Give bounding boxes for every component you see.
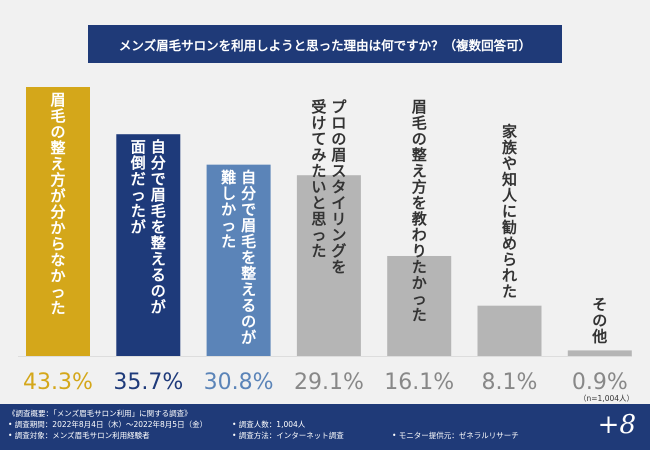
value-label-1: 43.3% <box>23 370 93 395</box>
value-label-3: 30.8% <box>204 370 274 395</box>
bar-3 <box>206 164 271 356</box>
bar-6 <box>477 305 542 356</box>
bar-label-5: 眉毛の整え方を教わりたかった <box>411 98 428 324</box>
sample-size-note: （n=1,004人） <box>579 394 635 403</box>
bar-2 <box>116 134 181 356</box>
bar-label-3-line-1: 自分で眉毛を整えるのが <box>241 169 257 347</box>
chart-title: メンズ眉毛サロンを利用しようと思った理由は何ですか？（複数回答可） <box>88 25 562 63</box>
bar-label-3-line-2: 難しかった <box>221 169 236 251</box>
bar-5 <box>387 255 452 356</box>
footer-method: • 調査方法：インターネット調査 <box>232 431 344 440</box>
value-label-5: 16.1% <box>384 370 454 395</box>
footer-summary: 《調査概要：「メンズ眉毛サロン利用」に関する調査》 <box>8 409 192 418</box>
footer-provider: • モニター提供元：ゼネラルリサーチ <box>392 431 519 440</box>
bar-1 <box>26 87 90 356</box>
bar-4 <box>296 175 361 356</box>
survey-footer: 《調査概要：「メンズ眉毛サロン利用」に関する調査》 • 調査期間：2022年8月… <box>0 404 650 450</box>
footer-period: • 調査期間：2022年8月4日（木）〜2022年8月5日（金） <box>8 420 208 429</box>
bar-label-6: 家族や知人に勧められた <box>502 123 518 301</box>
brand-logo: +8 <box>597 410 636 440</box>
bar-label-4-line-2: 受けてみたいと思った <box>311 98 326 260</box>
footer-count: • 調査人数：1,004人 <box>232 420 306 429</box>
footer-target: • 調査対象：メンズ眉毛サロン利用経験者 <box>8 431 150 440</box>
bar-label-1: 眉毛の整え方が分からなかった <box>50 91 66 317</box>
value-label-4: 29.1% <box>294 370 364 395</box>
bar-label-7: その他 <box>591 295 607 345</box>
value-label-6: 8.1% <box>482 370 538 395</box>
bar-label-4-line-1: プロの眉スタイリングを <box>331 98 347 276</box>
value-label-2: 35.7% <box>113 370 183 395</box>
bar-7 <box>567 350 632 356</box>
value-label-7: 0.9% <box>572 370 628 395</box>
bar-label-2-line-1: 自分で眉毛を整えるのが <box>151 138 167 316</box>
bar-label-2-line-2: 面倒だったが <box>130 138 147 236</box>
